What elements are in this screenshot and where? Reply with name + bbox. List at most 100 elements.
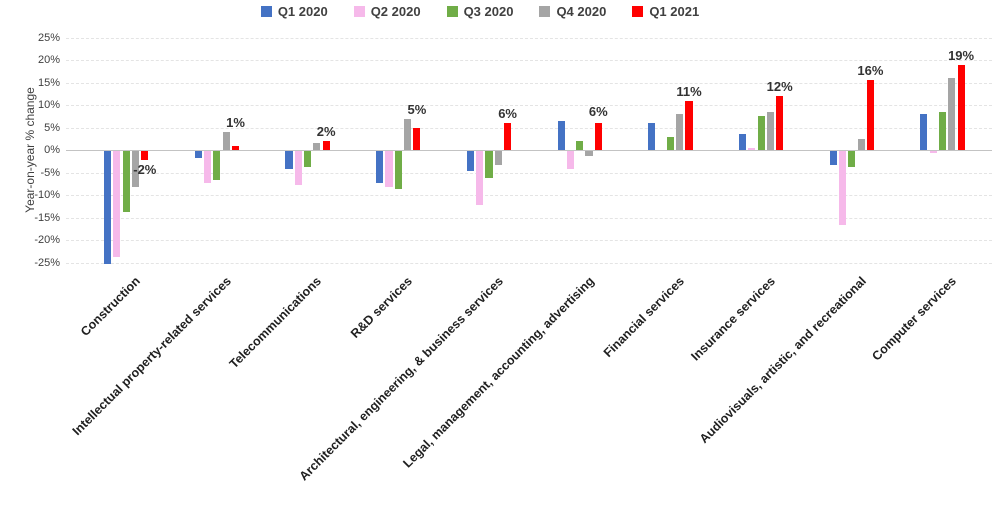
bar: [131, 151, 140, 187]
bar: [494, 151, 502, 165]
category-label: Financial services: [601, 274, 688, 361]
y-axis-tick-label: 20%: [37, 54, 60, 66]
category-label: Computer services: [869, 274, 960, 364]
legend-swatch-icon: [632, 6, 644, 17]
data-label: 1%: [226, 115, 245, 130]
data-label: 5%: [407, 101, 427, 117]
gridline: [66, 262, 992, 264]
legend-label: Q1 2020: [277, 4, 328, 19]
legend-item: Q3 2020: [446, 4, 514, 19]
bar: [485, 151, 493, 178]
y-axis-tick-label: -15%: [34, 211, 60, 224]
bar: [104, 151, 112, 264]
bar: [376, 151, 384, 183]
bar: [957, 64, 965, 150]
gridline: [66, 105, 992, 106]
bar: [141, 151, 149, 160]
gridline: [66, 172, 992, 174]
gridline: [66, 195, 992, 196]
bar: [413, 127, 421, 150]
category-label: Construction: [78, 274, 143, 339]
data-label: -2%: [133, 162, 157, 177]
data-label: 12%: [766, 79, 793, 94]
bar: [929, 151, 937, 154]
bar: [857, 138, 865, 150]
y-axis-tick-label: -10%: [34, 189, 60, 201]
bar: [585, 151, 593, 156]
bar: [766, 111, 774, 150]
bar: [313, 143, 321, 150]
y-axis-tick-label: -25%: [34, 256, 60, 269]
data-label: 16%: [857, 63, 884, 79]
gridline: [66, 217, 992, 219]
bar: [394, 151, 402, 190]
legend-label: Q3 2020: [463, 4, 514, 19]
category-label: Audiovisuals, artistic, and recreational: [696, 274, 869, 447]
data-label: 6%: [498, 106, 517, 121]
y-axis-tick-label: 25%: [37, 31, 60, 44]
data-label: 19%: [948, 47, 975, 63]
y-axis-tick-label: 10%: [37, 99, 60, 111]
bar: [385, 151, 393, 187]
legend-item: Q2 2020: [353, 4, 421, 19]
category-label: R&D services: [348, 274, 415, 341]
y-axis-tick-label: -20%: [34, 234, 60, 246]
y-axis-tick-label: 0%: [44, 144, 60, 156]
bar: [476, 151, 484, 205]
bar: [285, 151, 293, 169]
legend-item: Q4 2020: [539, 4, 606, 19]
gridline: [66, 37, 992, 39]
bar: [194, 151, 202, 158]
bar: [231, 145, 240, 150]
bar: [594, 123, 602, 150]
gridline: [66, 82, 992, 84]
bar: [304, 151, 312, 167]
bar: [576, 141, 584, 150]
bar: [404, 118, 412, 150]
bar: [294, 151, 302, 185]
legend-swatch-icon: [539, 6, 551, 17]
gridline: [66, 240, 992, 241]
bar: [685, 100, 693, 150]
bar: [322, 141, 330, 150]
category-label: Intellectual property-related services: [69, 274, 234, 439]
data-label: 11%: [676, 83, 702, 99]
bar: [466, 151, 474, 172]
bar: [866, 80, 874, 150]
gridline: [66, 127, 992, 129]
bar: [557, 120, 565, 150]
bar: [648, 123, 656, 150]
legend-swatch-icon: [446, 6, 458, 17]
bar: [113, 151, 121, 257]
bar: [920, 114, 928, 150]
bar: [222, 132, 230, 150]
data-label: 6%: [588, 103, 608, 119]
bar: [948, 78, 956, 150]
bar: [829, 151, 837, 165]
legend-item: Q1 2020: [260, 4, 328, 19]
legend-item: Q1 2021: [632, 4, 699, 19]
legend-label: Q2 2020: [370, 4, 421, 19]
bar: [122, 151, 130, 212]
bar: [838, 151, 847, 226]
category-label: Legal, management, accounting, advertisi…: [399, 274, 597, 471]
bar: [504, 123, 512, 150]
chart-legend: Q1 2020 Q2 2020 Q3 2020 Q4 2020 Q1 2021: [0, 4, 980, 19]
bar: [757, 116, 765, 150]
bar: [213, 151, 221, 181]
bar: [848, 151, 856, 167]
bar: [676, 114, 684, 150]
bar: [566, 151, 574, 169]
legend-label: Q4 2020: [556, 4, 607, 19]
y-axis-tick-label: -5%: [40, 166, 60, 179]
y-axis-tick-label: 5%: [44, 121, 60, 134]
bar: [204, 151, 212, 183]
legend-swatch-icon: [260, 6, 272, 17]
category-label: Insurance services: [688, 274, 778, 364]
category-label: Architectural, engineering, & business s…: [296, 274, 506, 484]
bar: [738, 134, 747, 150]
bar: [666, 136, 674, 150]
bar: [748, 147, 756, 150]
category-label: Telecommunications: [227, 274, 325, 372]
